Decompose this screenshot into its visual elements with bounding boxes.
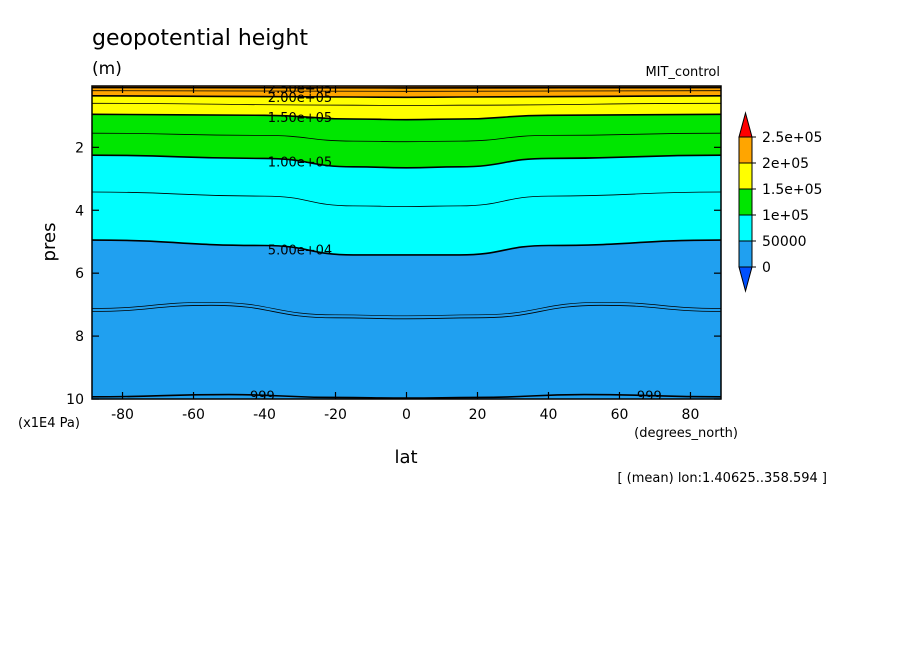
fill-bands [92,86,721,399]
y-units: (x1E4 Pa) [18,416,80,431]
x-tick-label-1: -60 [182,407,205,423]
contour-label-4-0: 1.00e+05 [268,156,332,171]
y-tick-label-3: 8 [75,329,84,345]
y-tick-label-4: 10 [66,392,84,408]
fill-band-2 [92,114,721,168]
fill-band-0 [92,240,721,399]
colorbar-segment-1 [738,162,753,190]
colorbar-label-0: 2.5e+05 [762,130,822,146]
colorbar-label-4: 50000 [762,234,807,250]
y-tick-label-0: 2 [75,140,84,156]
fill-band-3 [92,95,721,120]
colorbar-segment-0 [738,136,753,164]
contour-label-6-0: 1.50e+05 [268,111,332,126]
colorbar-label-1: 2e+05 [762,156,809,172]
colorbar-under-arrow [738,266,753,293]
contour-labels: 999. 999.5.00e+041.00e+051.50e+052.00e+05… [250,82,666,405]
y-tick-label-1: 4 [75,203,84,219]
fill-band-1 [92,155,721,255]
contour-line-3 [92,191,721,207]
run-label: MIT_control [645,65,720,80]
y-tick-label-2: 6 [75,266,84,282]
x-tick-label-6: 40 [540,407,558,423]
contour-line-5 [92,132,721,143]
x-tick-label-5: 20 [469,407,487,423]
x-tick-label-3: -20 [324,407,347,423]
colorbar-segment-3 [738,214,753,242]
contour-line-6 [92,113,721,121]
x-axis-label: lat [394,447,417,468]
x-tick-label-2: -40 [253,407,276,423]
contour-line-2 [92,239,721,256]
colorbar-label-2: 1.5e+05 [762,182,822,198]
colorbar-segment-4 [738,240,753,268]
contour-label-10-0: 2.50e+05 [268,82,332,97]
x-tick-label-8: 80 [682,407,700,423]
colorbar-label-5: 0 [762,260,771,276]
chart-units: (m) [92,59,122,79]
contour-line-8 [92,95,721,99]
x-units: (degrees_north) [634,426,738,441]
x-tick-label-7: 60 [611,407,629,423]
y-axis-label: pres [39,223,60,262]
contour-line-1 [92,304,721,320]
x-axis: -80 -60 -40 -20 0 20 40 60 80 [111,86,699,423]
plot-area: 999. 999.5.00e+041.00e+051.50e+052.00e+05… [92,82,721,405]
contour-line-4 [92,154,721,169]
colorbar-segment-2 [738,188,753,216]
colorbar: 2.5e+05 2e+05 1.5e+05 1e+05 50000 0 [738,111,822,293]
contour-line-7 [92,102,721,106]
footnote: [ (mean) lon:1.40625..358.594 ] [617,471,827,486]
colorbar-over-arrow [738,111,753,138]
contour-label-0-1: 999. [637,390,666,405]
contour-label-2-0: 5.00e+04 [268,243,332,258]
chart-title: geopotential height [92,26,308,51]
contour-line-1-b [92,301,721,317]
contour-label-8-0: 2.00e+05 [268,91,332,106]
x-tick-label-4: 0 [402,407,411,423]
y-axis: 2 4 6 8 10 [66,140,721,408]
x-tick-label-0: -80 [111,407,134,423]
colorbar-label-3: 1e+05 [762,208,809,224]
